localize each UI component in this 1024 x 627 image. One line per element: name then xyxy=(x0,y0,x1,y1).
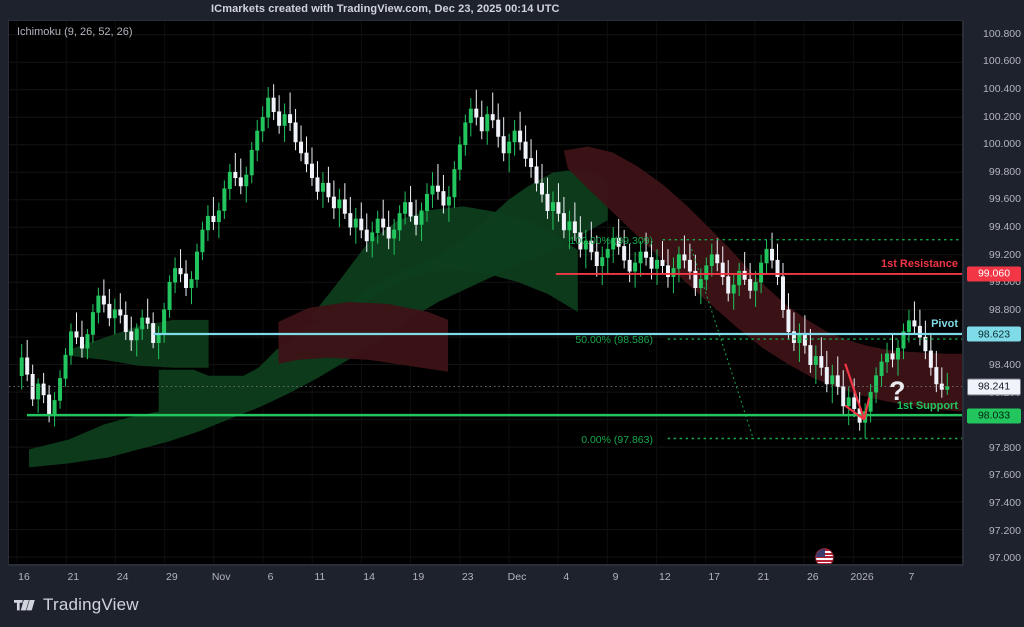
price-tick: 97.600 xyxy=(988,469,1021,482)
resistance-label: 1st Resistance xyxy=(880,257,958,270)
fib-100-label: 100.00% (99.309) xyxy=(569,234,653,247)
price-tick: 97.200 xyxy=(988,524,1021,537)
price-tick: 100.200 xyxy=(983,110,1021,123)
tradingview-logo-icon xyxy=(14,599,35,610)
time-tick: Nov xyxy=(211,571,231,583)
time-tick: 2026 xyxy=(850,571,874,583)
fib-50-label: 50.00% (98.586) xyxy=(575,334,653,347)
time-tick: 6 xyxy=(267,571,274,583)
time-tick: 7 xyxy=(908,571,915,583)
chart-pane[interactable]: Ichimoku (9, 26, 52, 26) 100.00% (99.309… xyxy=(8,20,963,565)
price-tick: 98.800 xyxy=(988,303,1021,316)
price-tick: 100.800 xyxy=(983,27,1021,40)
time-tick: 17 xyxy=(708,571,721,583)
price-tick: 99.600 xyxy=(988,193,1021,206)
price-tick: 99.400 xyxy=(988,220,1021,233)
time-tick: 29 xyxy=(166,571,178,583)
time-tick: 16 xyxy=(18,571,30,583)
resistance-price-badge[interactable]: 99.060 xyxy=(967,266,1021,282)
price-axis[interactable]: 100.800 100.600 100.400 100.200 100.000 99.80… xyxy=(963,20,1024,565)
time-tick: Dec xyxy=(507,571,527,583)
tradingview-logo-text: TradingView xyxy=(43,595,139,614)
price-tick: 99.200 xyxy=(988,248,1021,261)
flag-stripe xyxy=(816,562,833,564)
time-tick: 19 xyxy=(412,571,425,583)
price-tick: 100.000 xyxy=(983,138,1021,151)
fib-0-label: 0.00% (97.863) xyxy=(581,434,653,447)
price-tick: 99.800 xyxy=(988,165,1021,178)
chart-canvas xyxy=(9,21,962,564)
time-tick: 26 xyxy=(806,571,819,583)
flag-stripe xyxy=(816,558,833,560)
time-tick: 4 xyxy=(563,571,570,583)
support-price-badge[interactable]: 98.033 xyxy=(967,408,1021,424)
price-tick: 97.800 xyxy=(988,441,1021,454)
price-tick: 100.400 xyxy=(983,82,1021,95)
time-tick: 23 xyxy=(461,571,474,583)
time-tick: 11 xyxy=(314,571,326,583)
time-tick: 21 xyxy=(757,571,770,583)
price-tick: 97.000 xyxy=(988,552,1021,565)
flag-canton xyxy=(816,549,825,557)
time-tick: 24 xyxy=(116,571,129,583)
price-tick: 97.400 xyxy=(988,496,1021,509)
indicator-legend[interactable]: Ichimoku (9, 26, 52, 26) xyxy=(17,26,133,38)
price-tick: 98.400 xyxy=(988,358,1021,371)
pivot-price-badge[interactable]: 98.623 xyxy=(967,326,1021,342)
tradingview-branding: TradingView xyxy=(14,595,139,615)
price-tick: 100.600 xyxy=(983,55,1021,68)
question-mark-annotation: ? xyxy=(889,376,906,406)
support-label: 1st Support xyxy=(896,399,958,412)
pivot-label: Pivot xyxy=(931,318,958,331)
time-tick: 14 xyxy=(363,571,375,583)
last-price-badge[interactable]: 98.241 xyxy=(967,378,1021,396)
time-tick: 21 xyxy=(67,571,80,583)
time-axis[interactable]: 16 21 24 29 Nov 6 11 14 19 23 Dec 4 9 12 17 21 26 2026 7 xyxy=(8,565,963,587)
watermark-bar: ICmarkets created with TradingView.com, … xyxy=(0,0,1024,20)
time-tick: 12 xyxy=(659,571,671,583)
us-flag-event-icon[interactable] xyxy=(815,548,834,564)
watermark-text: ICmarkets created with TradingView.com, … xyxy=(211,3,560,15)
time-tick: 9 xyxy=(612,571,619,583)
